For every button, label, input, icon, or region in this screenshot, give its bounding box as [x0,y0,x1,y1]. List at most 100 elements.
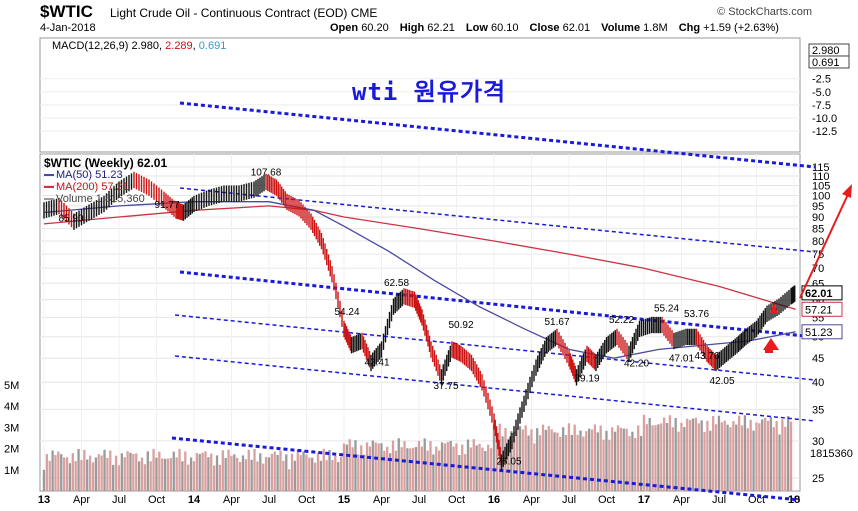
volume-bar [383,450,386,491]
volume-bar [538,435,542,491]
volume-bar [631,431,634,491]
y-tick-115: 115 [812,162,830,174]
volume-bar [403,441,406,491]
volume-bar [697,423,700,491]
volume-bar [123,457,126,491]
volume-bar [648,418,651,491]
volume-bar [264,456,268,491]
volume-bar [651,425,654,491]
chart-header: $WTIC Light Crude Oil - Continuous Contr… [0,0,858,40]
y-tick-25: 25 [812,473,824,485]
volume-bar [564,435,568,491]
volume-bar [339,457,343,491]
volume-bar [423,438,426,491]
volume-bar [311,457,314,491]
y-tick-45: 45 [812,353,824,365]
volume-bar [429,441,432,491]
volume-bar [709,430,712,491]
volume-bar [184,451,187,491]
volume-bar [126,451,129,491]
volume-bar [221,450,224,491]
volume-bar [135,453,138,491]
volume-bar [86,459,89,491]
volume-bar [80,459,83,491]
volume-bar [694,417,698,491]
red-arrow-head [842,184,852,198]
volume-bar [71,453,74,491]
channel-lower-mid [174,314,816,381]
macd-tick-4: -7.5 [812,100,831,112]
volume-bar [550,429,553,491]
value-box-1 [801,301,843,317]
volume-bar [587,428,591,491]
price-label-42.20: 42.20 [624,358,649,369]
price-label-42.41: 42.41 [364,357,389,368]
volume-bar [559,436,562,491]
volume-bar [388,453,392,491]
x-tick-10: Jul [412,494,426,506]
volume-bar [461,444,464,491]
volume-bar [371,440,374,491]
volume-bar [611,427,614,491]
volume-bar [270,453,273,491]
volume-bar [227,449,230,491]
volume-bar [316,452,320,491]
volume-bar [308,457,311,491]
volume-bar [518,426,522,491]
volume-bar [256,461,259,491]
volume-bar [585,431,588,491]
volume-bar [570,434,573,491]
volume-bar [657,424,660,491]
volume-bar [533,443,536,491]
volume-bar [253,448,256,491]
y-tick-105: 105 [812,181,830,193]
x-tick-7: Oct [298,494,315,506]
volume-bar [230,455,233,491]
volume-bar [691,418,695,491]
volume-bar [62,457,66,491]
volume-bar [634,437,637,491]
volume-bar [547,426,550,491]
volume-bar [334,455,337,491]
volume-bar [247,449,250,491]
volume-bar [665,422,669,491]
price-label-26.05: 26.05 [496,457,521,468]
volume-bar [562,427,565,491]
volume-bar [192,461,196,491]
x-tick-13: Apr [523,494,540,506]
x-tick-0: 13 [38,494,50,506]
volume-bar [132,453,135,491]
volume-bar [360,445,363,491]
y-tick-95: 95 [812,201,824,213]
volume-bar [158,451,161,491]
volume-bar [749,419,752,491]
volume-bar [94,457,98,491]
y-tick-90: 90 [812,212,824,224]
volume-bar [524,425,527,491]
volume-bar [553,432,556,491]
volume-bar [187,464,190,491]
volume-bar [492,424,496,491]
ohlc-summary: Open 60.20 High 62.21 Low 60.10 Close 62… [330,22,779,34]
volume-bar [91,462,95,491]
volume-bar [590,429,594,491]
volume-bar [362,454,366,491]
y-tick-35: 35 [812,404,824,416]
volume-bar [778,434,781,491]
volume-bar [602,439,605,491]
volume-bar [259,453,262,491]
x-tick-16: 17 [638,494,650,506]
volume-bar [83,449,86,491]
price-label-37.75: 37.75 [433,381,458,392]
volume-bar [688,420,692,491]
legend-price: $WTIC (Weekly) 62.01 [44,156,168,170]
volume-bar [161,458,164,491]
volume-bar [267,457,271,491]
volume-bar [637,425,640,491]
volume-bar [207,457,210,491]
volume-bar [510,431,513,491]
volume-bar [169,458,173,491]
volume-bar [512,431,516,491]
y-tick-40: 40 [812,377,824,389]
